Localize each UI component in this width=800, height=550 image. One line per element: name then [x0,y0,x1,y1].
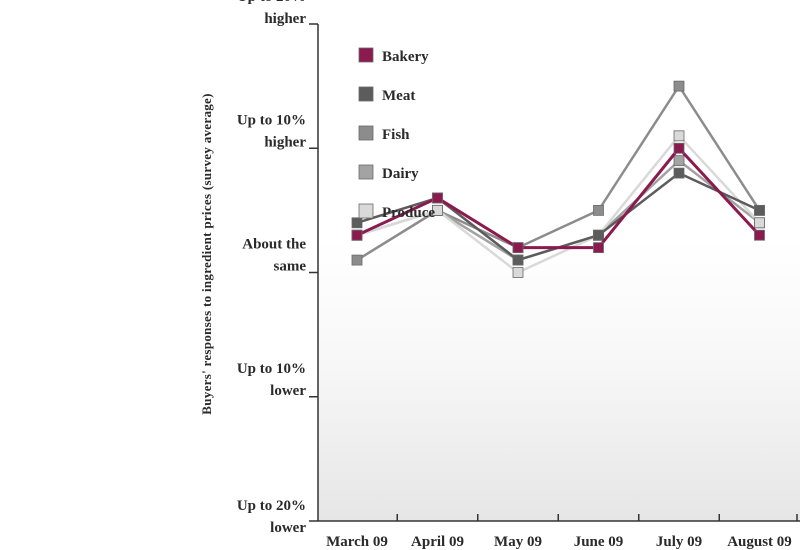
y-tick-label-line: higher [264,11,306,27]
x-tick-label: June 09 [574,534,624,550]
data-point [432,192,443,204]
legend-swatch [358,86,374,102]
data-point [673,130,685,142]
y-tick-label-line: Up to 10% [237,361,306,377]
series-bakery [351,142,765,254]
data-point [593,229,604,241]
legend-swatch [358,125,374,141]
data-point [593,204,604,216]
series-line [356,146,761,250]
data-point [673,80,685,92]
y-tick-label-line: About the [242,237,306,253]
legend-item-fish: Fish [358,125,410,143]
y-tick-label: About the same [242,237,306,275]
x-tick-label: July 09 [656,534,702,550]
y-tick-label: Up to 10% lower [237,361,307,399]
legend-label: Fish [382,127,410,143]
legend-label: Produce [382,205,435,221]
x-tick-label: March 09 [326,534,388,550]
legend-item-meat: Meat [358,86,415,104]
data-point [432,204,443,216]
data-point [351,229,363,241]
data-point [754,229,765,241]
series-line [356,134,761,274]
data-point [754,204,765,216]
legend-label: Dairy [382,166,419,182]
data-point [512,242,524,254]
legend-swatch [358,203,374,219]
x-tick-label: April 09 [411,534,464,550]
y-tick-label-line: lower [270,520,306,536]
y-axis-title: Buyers' responses to ingredient prices (… [199,93,214,414]
legend-item-dairy: Dairy [358,164,419,182]
y-tick-label-line: Up to 20% [237,0,306,5]
data-point [754,217,765,229]
y-tick-label-line: Up to 10% [237,112,306,128]
data-point [512,267,524,278]
legend-label: Bakery [382,49,429,65]
data-point [351,217,363,229]
data-point [512,254,524,266]
y-tick-label: Up to 20% lower [237,498,307,536]
legend-swatch [358,164,374,180]
data-point [673,167,685,179]
legend-swatch [358,47,374,63]
data-point [593,242,604,254]
y-tick-label: Up to 20% higher [237,0,307,27]
data-point [673,142,685,154]
y-tick-label-line: higher [264,134,306,150]
y-tick-label-line: lower [270,383,306,399]
plot-background [318,240,800,521]
y-tick-label-line: same [274,259,307,275]
legend-item-bakery: Bakery [358,47,429,65]
legend-label: Meat [382,88,415,104]
data-point [351,254,363,266]
legend-item-produce: Produce [358,203,435,221]
x-tick-label: August 09 [727,534,792,550]
y-tick-label-line: Up to 20% [237,498,306,514]
x-tick-label: May 09 [494,534,542,550]
data-point [673,155,685,167]
y-tick-label: Up to 10% higher [237,112,307,150]
series-line [356,84,761,262]
